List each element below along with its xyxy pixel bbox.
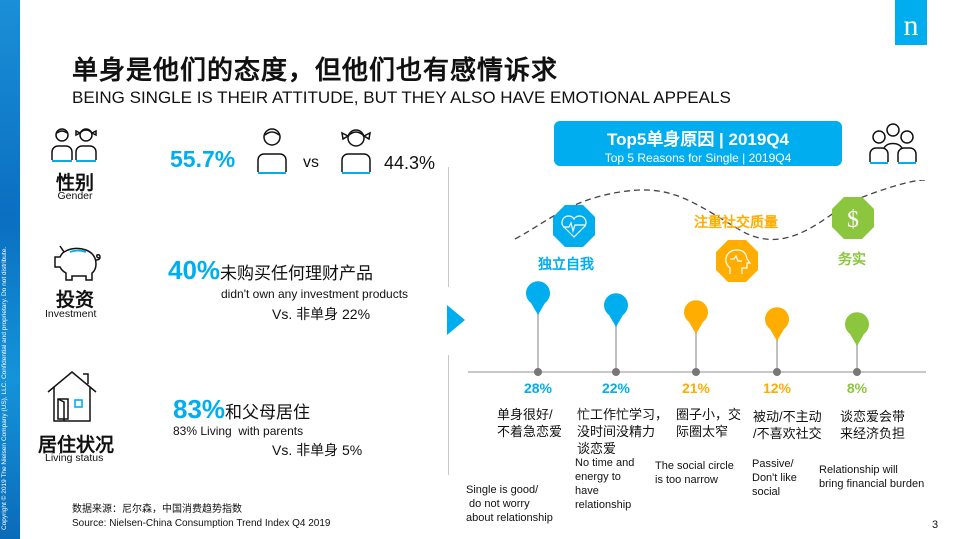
pin-reason-5	[845, 312, 869, 371]
group-icon	[869, 123, 917, 164]
top5-title: Top5单身原因 | 2019Q4	[606, 130, 790, 149]
section-divider-top	[448, 167, 449, 287]
top5-banner: Top5单身原因 | 2019Q4 Top 5 Reasons for Sing…	[554, 121, 842, 166]
theme-label-practical: 务实	[838, 251, 866, 267]
source-cn: 数据来源：尼尔森，中国消费趋势指数	[72, 504, 242, 515]
investment-label-en: Investment	[45, 308, 97, 320]
female-percent: 44.3%	[384, 153, 436, 173]
reason-5-percent: 8%	[846, 380, 868, 396]
nielsen-logo: n	[895, 0, 927, 45]
svg-text:$: $	[847, 207, 859, 233]
pin-reason-4	[765, 307, 789, 371]
section-divider-bottom	[448, 355, 449, 475]
axis-dot	[692, 368, 700, 376]
source-en: Source: Nielsen-China Consumption Trend …	[72, 518, 331, 529]
living-percent: 83%	[173, 394, 226, 424]
dollar-icon: $	[832, 197, 874, 239]
house-icon	[47, 371, 97, 422]
reason-4-percent: 12%	[762, 380, 792, 396]
page-subtitle: BEING SINGLE IS THEIR ATTITUDE, BUT THEY…	[72, 88, 731, 107]
sidebar-band	[0, 0, 20, 539]
axis-dot	[853, 368, 861, 376]
theme-wave	[514, 180, 926, 241]
male-icon	[257, 128, 287, 174]
theme-label-social: 注重社交质量	[694, 214, 778, 230]
pin-reason-3	[684, 300, 708, 371]
living-headline: 83%和父母居住	[173, 394, 310, 425]
investment-label: 投资	[55, 290, 94, 311]
living-compare: Vs. 非单身 5%	[272, 442, 363, 458]
reason-1-percent: 28%	[523, 380, 553, 396]
couple-icon	[51, 128, 97, 162]
page-number: 3	[932, 519, 939, 531]
reason-3-percent: 21%	[681, 380, 711, 396]
reason-3-text-en: The social circle is too narrow	[655, 460, 734, 486]
pin-reason-1	[526, 281, 550, 371]
axis-dot	[612, 368, 620, 376]
reason-2-text-en: No time and energy to have relationship	[575, 457, 635, 511]
theme-label-independent: 独立自我	[538, 256, 594, 272]
vs-text: vs	[303, 154, 319, 171]
reason-3-text-cn: 圈子小，交 际圈太窄	[676, 407, 742, 439]
female-icon	[341, 129, 371, 174]
axis-dot	[773, 368, 781, 376]
living-text: 和父母居住	[225, 403, 311, 422]
investment-text-en: didn't own any investment products	[221, 287, 409, 301]
living-label: 居住状况	[38, 435, 115, 456]
investment-headline: 40%未购买任何理财产品	[168, 255, 373, 286]
page-title: 单身是他们的态度，但他们也有感情诉求	[72, 55, 559, 85]
source-note: 数据来源：尼尔森，中国消费趋势指数 Source: Nielsen-China …	[72, 503, 330, 531]
pin-reason-2	[604, 293, 628, 371]
piggy-bank-icon	[54, 245, 101, 281]
reason-4-text-cn: 被动/不主动/不喜欢社交	[753, 409, 822, 441]
investment-percent: 40%	[168, 255, 221, 285]
reason-5-text-en: Relationship will bring financial burden	[819, 464, 925, 490]
gender-label: 性别	[55, 173, 94, 194]
reason-1-text-cn: 单身很好/不着急恋爱	[497, 407, 563, 439]
axis-dot	[534, 368, 542, 376]
copyright-text: Copyright © 2019 The Nielsen Company (US…	[1, 246, 8, 530]
living-label-en: Living status	[45, 452, 104, 464]
reason-1-text-en: Single is good/ do not worry about relati…	[466, 484, 553, 524]
arrow-right-icon	[447, 305, 465, 335]
living-text-en: 83% Living with parents	[173, 424, 304, 438]
top5-subtitle: Top 5 Reasons for Single | 2019Q4	[604, 151, 792, 165]
gender-label-en: Gender	[57, 190, 93, 202]
heart-pulse-icon	[553, 205, 595, 247]
head-brain-icon	[716, 240, 758, 282]
investment-compare: Vs. 非单身 22%	[272, 306, 371, 322]
reason-2-percent: 22%	[601, 380, 631, 396]
reason-2-text-cn: 忙工作忙学习， 没时间没精力 谈恋爱	[577, 407, 669, 456]
male-percent: 55.7%	[170, 146, 236, 172]
reason-4-text-en: Passive/Don't like social	[752, 458, 797, 498]
investment-text: 未购买任何理财产品	[220, 264, 374, 283]
reason-5-text-cn: 谈恋爱会带 来经济负担	[840, 409, 906, 441]
